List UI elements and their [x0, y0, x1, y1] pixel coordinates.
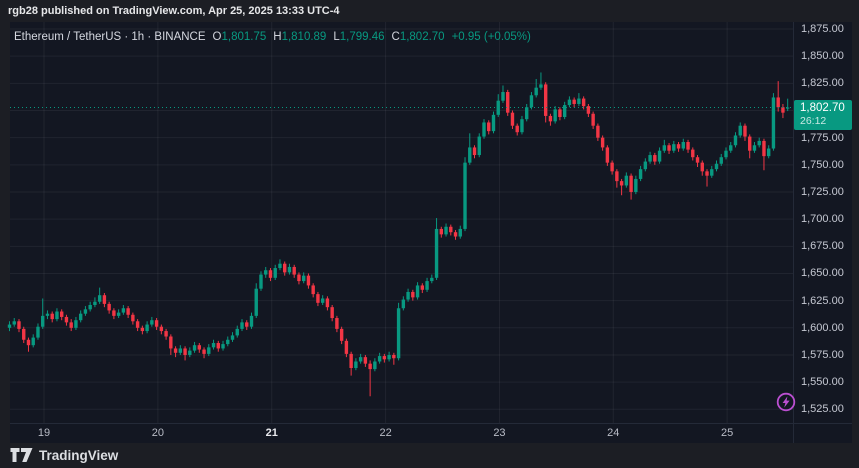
price-axis-label: 1,750.00: [801, 158, 844, 171]
tradingview-logo[interactable]: TradingView: [10, 447, 118, 463]
price-axis[interactable]: 1,875.00 1,850.00 1,825.00 1,775.00 1,750.00…: [793, 22, 859, 423]
time-axis-label: 22: [379, 427, 392, 439]
time-axis-label: 21: [265, 427, 278, 439]
chart-pane[interactable]: [10, 22, 852, 443]
price-axis-label: 1,600.00: [801, 321, 844, 334]
price-axis-label: 1,825.00: [801, 77, 844, 90]
time-axis-label: 20: [151, 427, 164, 439]
time-axis-label: 19: [37, 427, 51, 439]
chart-legend: Ethereum / TetherUS · 1h · BINANCE O1,801…: [14, 31, 531, 43]
ohlc-values: O1,801.75 H1,810.89 L1,799.46 C1,802.70: [212, 31, 445, 43]
time-axis[interactable]: 19 20 21 22 23 24 25: [10, 423, 793, 443]
price-axis-label: 1,650.00: [801, 267, 844, 280]
last-price-value: 1,802.70: [800, 101, 845, 114]
price-axis-label: 1,625.00: [801, 294, 844, 307]
lightning-icon: [776, 392, 796, 412]
time-axis-label: 23: [493, 427, 506, 439]
price-axis-label: 1,675.00: [801, 240, 844, 253]
boost-button[interactable]: [776, 392, 796, 412]
time-axis-label: 25: [721, 427, 734, 439]
price-axis-label: 1,725.00: [801, 185, 844, 198]
brand-name: TradingView: [39, 447, 119, 463]
change-text: +0.95 (+0.05%): [451, 31, 531, 43]
price-axis-label: 1,850.00: [801, 50, 844, 63]
symbol-title: Ethereum / TetherUS · 1h · BINANCE: [14, 31, 206, 43]
time-axis-label: 24: [607, 427, 620, 439]
price-axis-label: 1,575.00: [801, 348, 844, 361]
price-axis-label: 1,775.00: [801, 131, 844, 144]
publish-header-bar: rgb28 published on TradingView.com, Apr …: [0, 0, 859, 22]
price-axis-label: 1,550.00: [801, 376, 844, 389]
price-axis-label: 1,875.00: [801, 23, 844, 35]
price-axis-label: 1,525.00: [801, 403, 844, 416]
price-axis-label: 1,700.00: [801, 213, 844, 226]
bar-countdown: 26:12: [800, 114, 827, 127]
footer-bar: [0, 443, 859, 468]
last-price-badge: 1,802.70 26:12: [794, 99, 852, 130]
tradingview-mark-icon: [10, 448, 33, 462]
publish-info-text: rgb28 published on TradingView.com, Apr …: [8, 5, 340, 17]
